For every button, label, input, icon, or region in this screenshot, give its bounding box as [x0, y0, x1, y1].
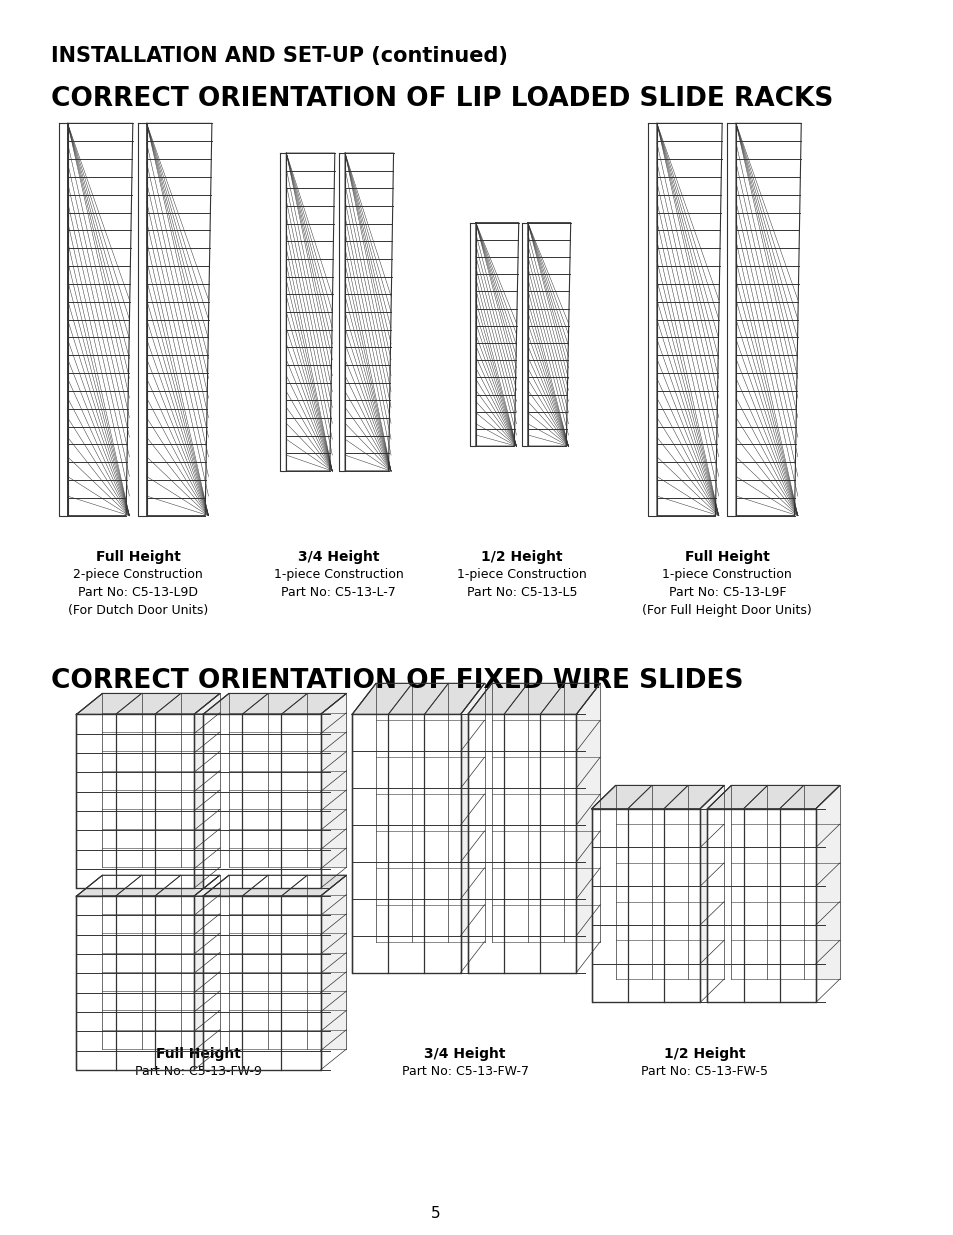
Text: 3/4 Height: 3/4 Height	[424, 1047, 505, 1061]
Polygon shape	[76, 876, 219, 897]
Text: Part No: C5-13-L9D: Part No: C5-13-L9D	[78, 587, 197, 599]
Text: Part No: C5-13-FW-5: Part No: C5-13-FW-5	[640, 1065, 767, 1078]
Text: Part No: C5-13-FW-9: Part No: C5-13-FW-9	[135, 1065, 262, 1078]
Text: Full Height: Full Height	[156, 1047, 241, 1061]
Polygon shape	[352, 714, 460, 973]
Polygon shape	[375, 683, 484, 941]
Polygon shape	[615, 785, 723, 979]
Polygon shape	[76, 694, 219, 714]
Text: 1-piece Construction: 1-piece Construction	[456, 568, 586, 582]
Polygon shape	[229, 694, 346, 867]
Text: 5: 5	[430, 1207, 439, 1221]
Text: 1/2 Height: 1/2 Height	[481, 551, 562, 564]
Polygon shape	[138, 124, 147, 516]
Polygon shape	[352, 683, 484, 714]
Polygon shape	[59, 124, 68, 516]
Text: Part No: C5-13-L9F: Part No: C5-13-L9F	[668, 587, 785, 599]
Polygon shape	[467, 683, 599, 714]
Polygon shape	[736, 124, 801, 516]
Polygon shape	[726, 124, 736, 516]
Polygon shape	[102, 876, 219, 1049]
Polygon shape	[203, 876, 346, 897]
Polygon shape	[102, 694, 219, 867]
Polygon shape	[76, 897, 193, 1070]
Polygon shape	[731, 785, 839, 979]
Polygon shape	[229, 876, 346, 1049]
Polygon shape	[647, 124, 657, 516]
Text: (For Full Height Door Units): (For Full Height Door Units)	[641, 604, 811, 618]
Polygon shape	[521, 222, 527, 446]
Text: 1-piece Construction: 1-piece Construction	[274, 568, 403, 582]
Polygon shape	[203, 714, 320, 888]
Polygon shape	[286, 153, 335, 471]
Text: CORRECT ORIENTATION OF LIP LOADED SLIDE RACKS: CORRECT ORIENTATION OF LIP LOADED SLIDE …	[51, 85, 833, 111]
Text: INSTALLATION AND SET-UP (continued): INSTALLATION AND SET-UP (continued)	[51, 46, 508, 65]
Polygon shape	[591, 785, 723, 809]
Polygon shape	[476, 222, 518, 446]
Polygon shape	[345, 153, 394, 471]
Text: 1-piece Construction: 1-piece Construction	[661, 568, 791, 582]
Polygon shape	[707, 809, 815, 1003]
Text: Part No: C5-13-L5: Part No: C5-13-L5	[466, 587, 577, 599]
Polygon shape	[68, 124, 132, 516]
Polygon shape	[76, 714, 193, 888]
Text: Full Height: Full Height	[95, 551, 180, 564]
Polygon shape	[491, 683, 599, 941]
Polygon shape	[203, 694, 346, 714]
Text: 3/4 Height: 3/4 Height	[297, 551, 379, 564]
Polygon shape	[279, 153, 286, 471]
Polygon shape	[147, 124, 212, 516]
Polygon shape	[527, 222, 570, 446]
Polygon shape	[338, 153, 345, 471]
Text: (For Dutch Door Units): (For Dutch Door Units)	[68, 604, 208, 618]
Text: Part No: C5-13-FW-7: Part No: C5-13-FW-7	[401, 1065, 528, 1078]
Polygon shape	[657, 124, 721, 516]
Polygon shape	[591, 809, 700, 1003]
Text: 2-piece Construction: 2-piece Construction	[73, 568, 203, 582]
Text: Full Height: Full Height	[684, 551, 769, 564]
Text: 1/2 Height: 1/2 Height	[663, 1047, 744, 1061]
Polygon shape	[203, 897, 320, 1070]
Polygon shape	[707, 785, 839, 809]
Text: CORRECT ORIENTATION OF FIXED WIRE SLIDES: CORRECT ORIENTATION OF FIXED WIRE SLIDES	[51, 668, 743, 694]
Polygon shape	[470, 222, 476, 446]
Polygon shape	[467, 714, 576, 973]
Text: Part No: C5-13-L-7: Part No: C5-13-L-7	[281, 587, 395, 599]
